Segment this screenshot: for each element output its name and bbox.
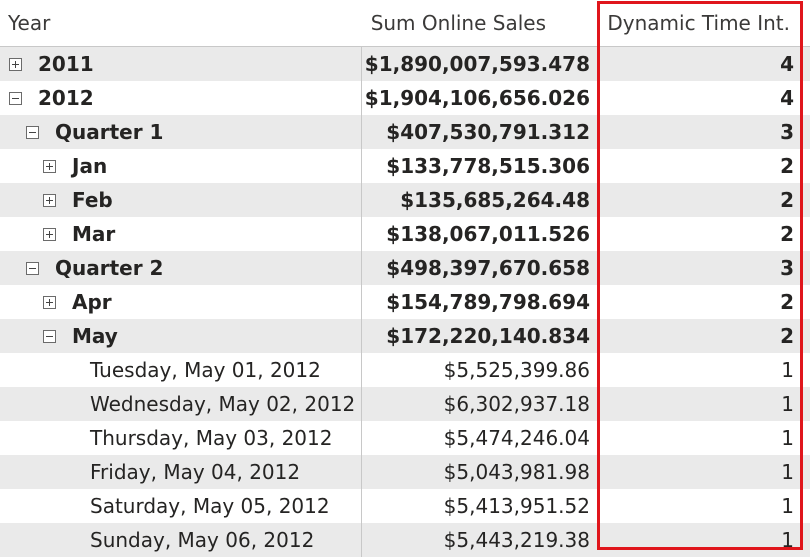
dynamic-cell: 1 <box>781 460 794 484</box>
expand-icon[interactable] <box>43 227 56 241</box>
collapse-icon[interactable] <box>9 91 22 105</box>
collapse-icon[interactable] <box>26 261 39 275</box>
table-row: Apr $154,789,798.694 2 <box>0 285 810 319</box>
dynamic-cell: 1 <box>781 392 794 416</box>
dynamic-cell: 2 <box>780 188 794 212</box>
table-row: Tuesday, May 01, 2012 $5,525,399.86 1 <box>0 353 810 387</box>
table-row: Thursday, May 03, 2012 $5,474,246.04 1 <box>0 421 810 455</box>
table-row: Wednesday, May 02, 2012 $6,302,937.18 1 <box>0 387 810 421</box>
row-label: Wednesday, May 02, 2012 <box>90 392 356 416</box>
row-label: 2012 <box>38 86 94 110</box>
table-row: Feb $135,685,264.48 2 <box>0 183 810 217</box>
dynamic-cell: 3 <box>780 256 794 280</box>
dynamic-cell: 2 <box>780 324 794 348</box>
sales-cell: $138,067,011.526 <box>361 217 598 251</box>
dynamic-cell: 3 <box>780 120 794 144</box>
row-label: Jan <box>72 154 108 178</box>
row-label: Apr <box>72 290 112 314</box>
sales-cell: $5,525,399.86 <box>361 353 598 387</box>
dynamic-cell: 2 <box>780 222 794 246</box>
sales-cell: $1,890,007,593.478 <box>361 47 598 81</box>
row-label: Sunday, May 06, 2012 <box>90 528 315 552</box>
dynamic-cell: 4 <box>780 52 794 76</box>
dynamic-cell: 2 <box>780 290 794 314</box>
sales-cell: $5,474,246.04 <box>361 421 598 455</box>
row-label: Quarter 2 <box>55 256 164 280</box>
row-label: Quarter 1 <box>55 120 164 144</box>
table-row: Jan $133,778,515.306 2 <box>0 149 810 183</box>
sales-cell: $1,904,106,656.026 <box>361 81 598 115</box>
expand-icon[interactable] <box>43 295 56 309</box>
sales-cell: $172,220,140.834 <box>361 319 598 353</box>
sales-cell: $133,778,515.306 <box>361 149 598 183</box>
row-label: Thursday, May 03, 2012 <box>90 426 333 450</box>
table-row: Mar $138,067,011.526 2 <box>0 217 810 251</box>
dynamic-cell: 4 <box>780 86 794 110</box>
sales-cell: $6,302,937.18 <box>361 387 598 421</box>
table-row: 2012 $1,904,106,656.026 4 <box>0 81 810 115</box>
sales-cell: $498,397,670.658 <box>361 251 598 285</box>
table-row: Saturday, May 05, 2012 $5,413,951.52 1 <box>0 489 810 523</box>
header-sum-online-sales[interactable]: Sum Online Sales <box>370 11 546 35</box>
dynamic-cell: 2 <box>780 154 794 178</box>
row-label: Feb <box>72 188 113 212</box>
row-label: Tuesday, May 01, 2012 <box>90 358 321 382</box>
dynamic-cell: 1 <box>781 358 794 382</box>
row-label: 2011 <box>38 52 94 76</box>
table-row: Friday, May 04, 2012 $5,043,981.98 1 <box>0 455 810 489</box>
dynamic-cell: 1 <box>781 528 794 552</box>
expand-icon[interactable] <box>9 57 22 71</box>
sales-cell: $407,530,791.312 <box>361 115 598 149</box>
header-year[interactable]: Year <box>8 11 51 35</box>
expand-icon[interactable] <box>43 159 56 173</box>
collapse-icon[interactable] <box>43 329 56 343</box>
dynamic-cell: 1 <box>781 426 794 450</box>
sales-cell: $154,789,798.694 <box>361 285 598 319</box>
table-row: Sunday, May 06, 2012 $5,443,219.38 1 <box>0 523 810 557</box>
expand-icon[interactable] <box>43 193 56 207</box>
header-dynamic-time-int[interactable]: Dynamic Time Int. <box>607 11 790 35</box>
collapse-icon[interactable] <box>26 125 39 139</box>
column-header-row: Year Sum Online Sales Dynamic Time Int. <box>0 0 810 47</box>
sales-cell: $135,685,264.48 <box>361 183 598 217</box>
table-row: Quarter 1 $407,530,791.312 3 <box>0 115 810 149</box>
sales-cell: $5,443,219.38 <box>361 523 598 557</box>
row-label: Friday, May 04, 2012 <box>90 460 301 484</box>
row-label: Saturday, May 05, 2012 <box>90 494 330 518</box>
sales-cell: $5,413,951.52 <box>361 489 598 523</box>
row-label: Mar <box>72 222 116 246</box>
dynamic-cell: 1 <box>781 494 794 518</box>
table-row: May $172,220,140.834 2 <box>0 319 810 353</box>
sales-cell: $5,043,981.98 <box>361 455 598 489</box>
table-row: Quarter 2 $498,397,670.658 3 <box>0 251 810 285</box>
table-row: 2011 $1,890,007,593.478 4 <box>0 47 810 81</box>
row-label: May <box>72 324 118 348</box>
